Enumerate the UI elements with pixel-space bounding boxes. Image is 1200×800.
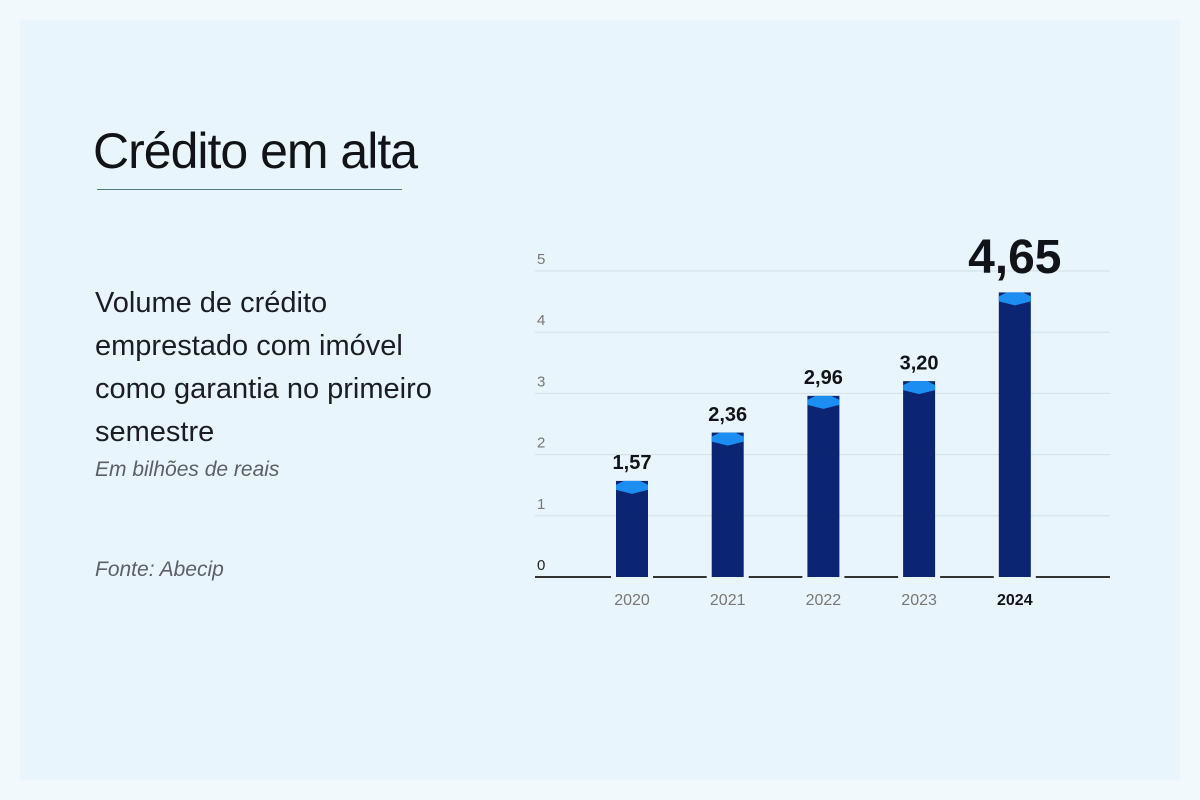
x-tick-label: 2022 xyxy=(806,592,842,609)
y-tick-label: 3 xyxy=(537,373,545,390)
bar-cap xyxy=(711,432,744,446)
chart-subtitle: Volume de crédito emprestado com imóvel … xyxy=(95,287,432,448)
value-label: 2,36 xyxy=(708,404,747,426)
bar xyxy=(616,480,648,577)
bar xyxy=(807,395,840,577)
x-tick-label: 2024 xyxy=(997,592,1033,609)
source-note: Fonte: Abecip xyxy=(95,558,224,581)
bar xyxy=(711,432,744,577)
x-tick-label: 2020 xyxy=(614,592,650,609)
title-underline xyxy=(97,189,402,190)
value-label: 3,20 xyxy=(900,352,939,374)
y-tick-label: 4 xyxy=(537,312,545,329)
chart-title: Crédito em alta xyxy=(93,123,418,179)
x-tick-label: 2021 xyxy=(710,592,746,609)
value-label: 2,96 xyxy=(804,367,843,389)
bar-cap xyxy=(903,381,936,395)
bar-cap xyxy=(807,395,840,409)
x-tick-label: 2023 xyxy=(901,592,937,609)
y-tick-label: 1 xyxy=(537,496,545,513)
y-tick-label: 5 xyxy=(537,251,545,268)
bar-cap xyxy=(998,292,1031,306)
y-tick-label: 2 xyxy=(537,435,545,452)
bar-cap xyxy=(616,480,648,494)
bar xyxy=(903,381,936,577)
value-label: 4,65 xyxy=(968,231,1061,284)
value-label: 1,57 xyxy=(613,452,652,474)
unit-note: Em bilhões de reais xyxy=(95,458,280,481)
background xyxy=(20,20,1180,780)
y-tick-label: 0 xyxy=(537,557,545,574)
bar xyxy=(998,292,1031,577)
